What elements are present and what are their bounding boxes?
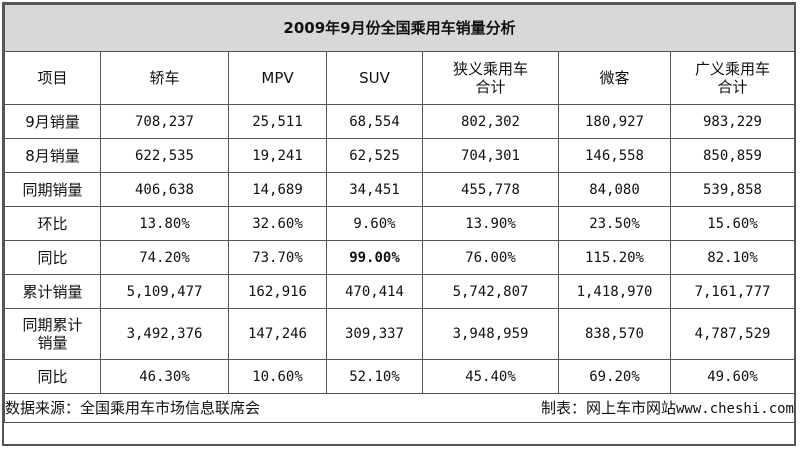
column-header: MPV (228, 51, 327, 105)
table-cell: 838,570 (558, 308, 671, 360)
table-cell: 76.00% (422, 240, 559, 275)
table-cell: 49.60% (670, 359, 795, 394)
table-cell: 708,237 (100, 104, 229, 139)
column-header-text: MPV (261, 69, 294, 87)
column-header-text: 合计 (475, 78, 506, 96)
table-row: 环比 13.80% 32.60% 9.60% 13.90% 23.50% 15.60% (4, 206, 795, 241)
row-label-text: 同比 (37, 248, 68, 267)
table-cell: 5,742,807 (422, 274, 559, 309)
row-label-text: 同期销量 (22, 180, 83, 199)
header-row: 项目 轿车 MPV SUV 狭义乘用车 合计 微客 广义乘用车 合计 (4, 51, 795, 105)
column-header-text: 合计 (717, 78, 748, 96)
table-cell: 3,948,959 (422, 308, 559, 360)
table-cell: 84,080 (558, 172, 671, 207)
table-cell: 25,511 (228, 104, 327, 139)
column-header-text: 微客 (599, 69, 630, 87)
column-header: 项目 (4, 51, 101, 105)
table-cell: 1,418,970 (558, 274, 671, 309)
table-cell: 19,241 (228, 138, 327, 173)
table-cell: 983,229 (670, 104, 795, 139)
table-cell: 15.60% (670, 206, 795, 241)
site-url: www.cheshi.com (675, 400, 794, 417)
row-label-text: 9月销量 (25, 112, 80, 131)
table-cell: 622,535 (100, 138, 229, 173)
table-cell: 46.30% (100, 359, 229, 394)
row-label: 同期累计 销量 (4, 308, 101, 360)
row-label: 8月销量 (4, 138, 101, 173)
column-header-text: SUV (359, 69, 390, 87)
table-cell: 455,778 (422, 172, 559, 207)
row-label: 同期销量 (4, 172, 101, 207)
column-header: SUV (326, 51, 423, 105)
table-row: 同期累计 销量 3,492,376 147,246 309,337 3,948,959 83… (4, 308, 795, 360)
table-cell: 45.40% (422, 359, 559, 394)
table-cell: 309,337 (326, 308, 423, 360)
row-label: 累计销量 (4, 274, 101, 309)
row-label-text: 累计销量 (22, 282, 83, 301)
table-cell: 406,638 (100, 172, 229, 207)
table-cell: 802,302 (422, 104, 559, 139)
table-cell: 147,246 (228, 308, 327, 360)
column-header: 微客 (558, 51, 671, 105)
row-label-text: 同期累计 (22, 316, 83, 334)
table-cell: 115.20% (558, 240, 671, 275)
table-cell: 7,161,777 (670, 274, 795, 309)
table-cell: 14,689 (228, 172, 327, 207)
data-source: 数据来源：全国乘用车市场信息联席会 (5, 398, 261, 417)
table-row: 8月销量 622,535 19,241 62,525 704,301 146,558 850… (4, 138, 795, 173)
table-cell: 146,558 (558, 138, 671, 173)
table-cell: 10.60% (228, 359, 327, 394)
table-row: 同比 74.20% 73.70% 99.00% 76.00% 115.20% 82.10% (4, 240, 795, 275)
table-cell: 13.80% (100, 206, 229, 241)
table-maker: 制表：网上车市网站www.cheshi.com (541, 399, 794, 418)
table-cell: 5,109,477 (100, 274, 229, 309)
table-cell: 850,859 (670, 138, 795, 173)
table-cell: 470,414 (326, 274, 423, 309)
table-cell: 162,916 (228, 274, 327, 309)
table-cell: 9.60% (326, 206, 423, 241)
table-cell: 34,451 (326, 172, 423, 207)
column-header-text: 项目 (37, 69, 68, 87)
table-cell: 74.20% (100, 240, 229, 275)
table-cell: 23.50% (558, 206, 671, 241)
column-header: 广义乘用车 合计 (670, 51, 795, 105)
column-header: 狭义乘用车 合计 (422, 51, 559, 105)
table-cell: 69.20% (558, 359, 671, 394)
table-frame: 2009年9月份全国乘用车销量分析 项目 轿车 MPV SUV 狭义乘用车 合计 微客 广义乘… (2, 2, 796, 446)
table-row: 累计销量 5,109,477 162,916 470,414 5,742,807 1,41… (4, 274, 795, 309)
table-title: 2009年9月份全国乘用车销量分析 (4, 4, 795, 52)
table-cell: 68,554 (326, 104, 423, 139)
row-label: 同比 (4, 240, 101, 275)
table-row: 同期销量 406,638 14,689 34,451 455,778 84,080 539,… (4, 172, 795, 207)
column-header-text: 轿车 (149, 69, 180, 87)
column-header-text: 广义乘用车 (694, 60, 770, 78)
row-label: 环比 (4, 206, 101, 241)
table-row: 同比 46.30% 10.60% 52.10% 45.40% 69.20% 49.60% (4, 359, 795, 394)
table-footer: 数据来源：全国乘用车市场信息联席会 制表：网上车市网站www.cheshi.co… (4, 393, 795, 423)
table-cell: 99.00% (326, 240, 423, 275)
table-cell: 704,301 (422, 138, 559, 173)
table-cell: 13.90% (422, 206, 559, 241)
row-label: 9月销量 (4, 104, 101, 139)
column-header: 轿车 (100, 51, 229, 105)
table-cell: 73.70% (228, 240, 327, 275)
table-cell: 52.10% (326, 359, 423, 394)
sales-table: 2009年9月份全国乘用车销量分析 项目 轿车 MPV SUV 狭义乘用车 合计 微客 广义乘… (4, 4, 795, 423)
table-cell: 82.10% (670, 240, 795, 275)
table-cell: 3,492,376 (100, 308, 229, 360)
table-cell: 32.60% (228, 206, 327, 241)
table-cell: 4,787,529 (670, 308, 795, 360)
row-label: 同比 (4, 359, 101, 394)
column-header-text: 狭义乘用车 (452, 60, 528, 78)
table-cell: 62,525 (326, 138, 423, 173)
row-label-text: 同比 (37, 367, 68, 386)
table-cell: 539,858 (670, 172, 795, 207)
row-label-text: 环比 (37, 214, 68, 233)
row-label-text: 8月销量 (25, 146, 80, 165)
table-cell: 180,927 (558, 104, 671, 139)
maker-label: 制表：网上车市网站 (540, 398, 676, 417)
table-row: 9月销量 708,237 25,511 68,554 802,302 180,927 983… (4, 104, 795, 139)
row-label-text: 销量 (37, 334, 68, 352)
